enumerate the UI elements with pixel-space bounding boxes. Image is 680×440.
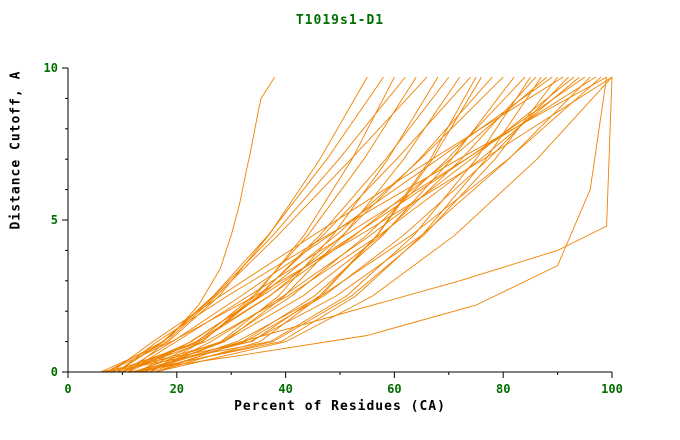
model-curve [111,76,493,373]
model-curve [127,76,547,373]
model-curve [133,76,515,373]
model-curve [133,76,542,373]
model-curve [122,76,553,373]
x-tick-label: 60 [387,382,401,396]
model-curve [116,76,276,373]
model-curve [111,76,395,373]
y-tick-label: 5 [51,213,58,227]
model-curve [149,76,575,373]
model-curve [144,76,461,373]
y-tick-label: 0 [51,365,58,379]
chart-title: T1019s1-D1 [295,13,385,28]
model-curve [154,77,613,373]
model-curve [154,76,482,373]
x-tick-label: 100 [601,382,623,396]
model-curve [138,76,586,373]
x-tick-label: 20 [170,382,184,396]
model-curve [111,76,564,373]
model-curve [144,76,602,373]
model-curve [105,76,384,373]
model-curve [133,76,591,373]
y-tick-label: 10 [44,61,58,75]
model-curve [116,76,406,373]
x-tick-label: 40 [278,382,292,396]
model-curve [122,76,504,373]
model-curve [106,76,531,373]
x-tick-label: 0 [64,382,71,396]
x-axis-label: Percent of Residues (CA) [234,399,446,414]
model-curve [116,76,537,373]
model-curve [154,76,613,373]
model-curve [149,76,471,373]
x-tick-label: 80 [496,382,510,396]
model-curve [144,76,526,373]
model-curve [127,76,596,373]
model-curve [122,76,580,373]
model-curve [127,77,608,373]
model-curve [116,76,607,373]
